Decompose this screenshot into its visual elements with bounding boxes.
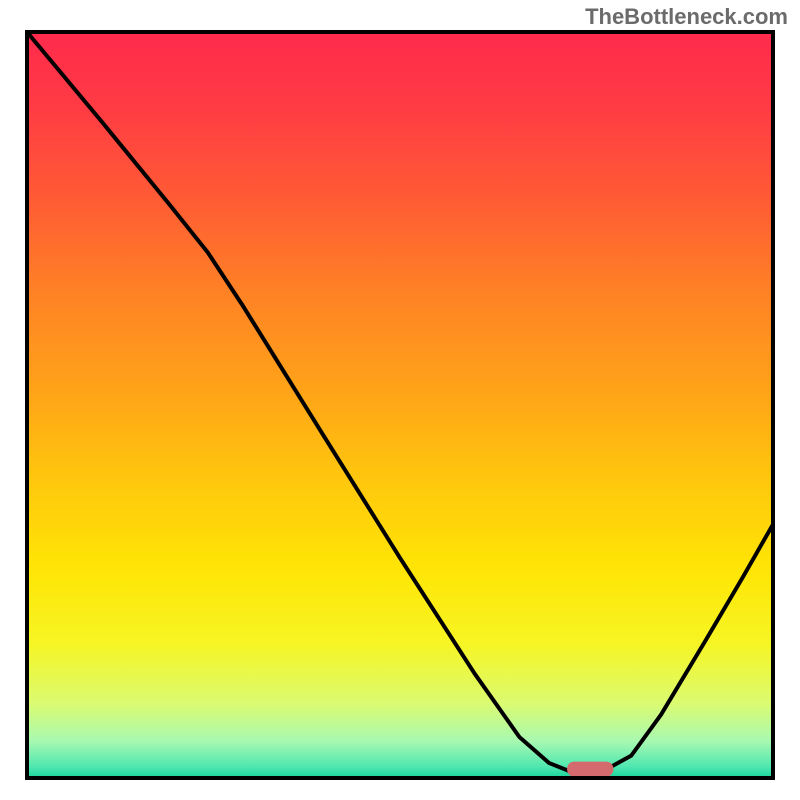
gradient-background [27,32,773,778]
chart-svg [25,30,775,780]
optimal-marker [567,762,613,777]
chart-container: TheBottleneck.com [0,0,800,800]
plot-area [25,30,775,780]
watermark-text: TheBottleneck.com [585,4,788,30]
